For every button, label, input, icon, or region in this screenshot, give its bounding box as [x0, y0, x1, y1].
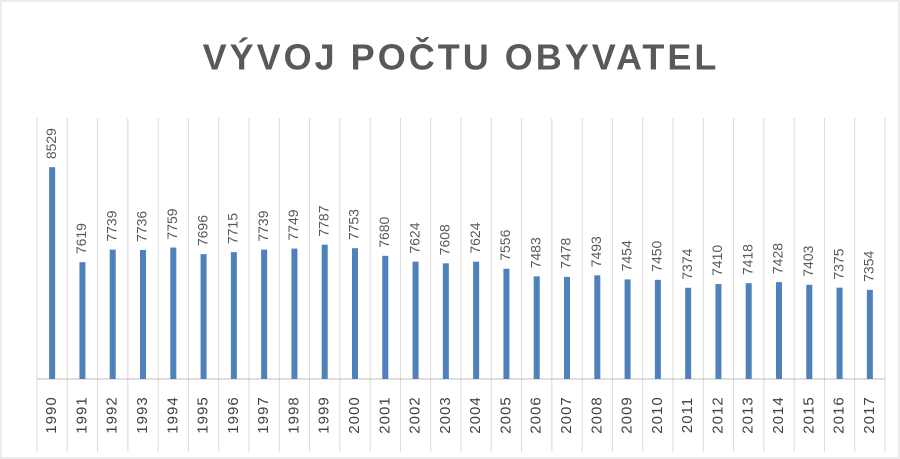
- data-label: 7493: [588, 236, 604, 267]
- bar: [745, 283, 752, 379]
- data-label: 7428: [770, 243, 786, 274]
- bar: [654, 279, 661, 379]
- bar: [170, 247, 177, 379]
- data-label: 7624: [406, 222, 422, 253]
- bar: [866, 289, 873, 379]
- x-tick-label: 2010: [649, 396, 666, 433]
- bar: [624, 279, 631, 379]
- x-tick-label: 1996: [225, 396, 242, 433]
- bar: [715, 283, 722, 379]
- data-label: 7556: [497, 229, 513, 260]
- data-label: 7483: [527, 237, 543, 268]
- x-tick-label: 2015: [800, 396, 817, 433]
- x-tick-label: 1999: [316, 396, 333, 433]
- x-tick-label: 1998: [285, 396, 302, 433]
- data-label: 7680: [376, 216, 392, 247]
- bar: [49, 167, 56, 379]
- data-label: 7736: [134, 211, 150, 242]
- data-label: 7739: [103, 210, 119, 241]
- bar: [79, 262, 86, 379]
- data-label: 7619: [73, 223, 89, 254]
- data-label: 7354: [861, 250, 877, 281]
- bar: [140, 249, 146, 379]
- data-label: 8529: [43, 128, 59, 159]
- bar: [473, 261, 480, 379]
- x-tick-label: 1992: [104, 396, 121, 433]
- bar: [230, 252, 237, 379]
- data-label: 7759: [164, 208, 180, 239]
- bar: [594, 275, 601, 379]
- chart-title: VÝVOJ POČTU OBYVATEL: [203, 36, 720, 78]
- x-tick-label: 2006: [528, 396, 545, 433]
- bar: [806, 284, 813, 379]
- data-label: 7753: [346, 209, 362, 240]
- x-tick-label: 2000: [346, 396, 363, 433]
- x-tick-label: 1993: [134, 396, 151, 433]
- data-label: 7403: [800, 245, 816, 276]
- bar: [503, 268, 510, 379]
- x-tick-label: 2012: [709, 396, 726, 433]
- data-label: 7696: [194, 215, 210, 246]
- bar: [685, 287, 692, 379]
- bar: [412, 261, 419, 379]
- bar: [564, 276, 570, 379]
- bar: [109, 249, 116, 379]
- bar: [200, 254, 207, 379]
- x-tick-label: 1995: [195, 396, 212, 433]
- data-label: 7749: [285, 209, 301, 240]
- x-tick-label: 1990: [43, 396, 60, 433]
- x-tick-label: 2007: [558, 396, 575, 433]
- x-tick-label: 1997: [255, 396, 272, 433]
- x-tick-label: 1994: [164, 396, 181, 433]
- bar: [352, 248, 358, 379]
- data-label: 7624: [467, 222, 483, 253]
- data-label: 7478: [558, 238, 574, 269]
- x-tick-label: 2013: [740, 396, 757, 433]
- bar: [382, 255, 389, 379]
- x-tick-label: 2005: [497, 396, 514, 433]
- data-label: 7454: [618, 240, 634, 271]
- x-tick-label: 2011: [679, 397, 696, 433]
- x-tick-label: 2003: [437, 396, 454, 433]
- x-tick-label: 2002: [407, 396, 424, 433]
- data-label: 7450: [649, 240, 665, 271]
- x-tick-label: 2016: [831, 396, 848, 433]
- data-label: 7418: [739, 244, 755, 275]
- data-label: 7739: [255, 210, 271, 241]
- data-label: 7374: [679, 248, 695, 279]
- x-tick-label: 2008: [588, 396, 605, 433]
- x-tick-label: 2009: [619, 396, 636, 433]
- bar: [261, 249, 268, 379]
- data-label: 7375: [830, 248, 846, 279]
- x-tick-label: 2014: [770, 396, 787, 433]
- bar: [836, 287, 843, 379]
- x-tick-label: 2017: [861, 396, 878, 433]
- bar: [321, 244, 328, 379]
- bar: [776, 282, 782, 379]
- data-label: 7410: [709, 245, 725, 276]
- x-tick-label: 2001: [376, 396, 393, 433]
- bar: [442, 263, 449, 379]
- x-tick-label: 1991: [73, 396, 90, 433]
- bar: [533, 276, 540, 379]
- data-label: 7715: [225, 213, 241, 244]
- data-label: 7608: [437, 224, 453, 255]
- x-tick-label: 2004: [467, 396, 484, 433]
- bar: [291, 248, 298, 379]
- data-label: 7787: [315, 205, 331, 236]
